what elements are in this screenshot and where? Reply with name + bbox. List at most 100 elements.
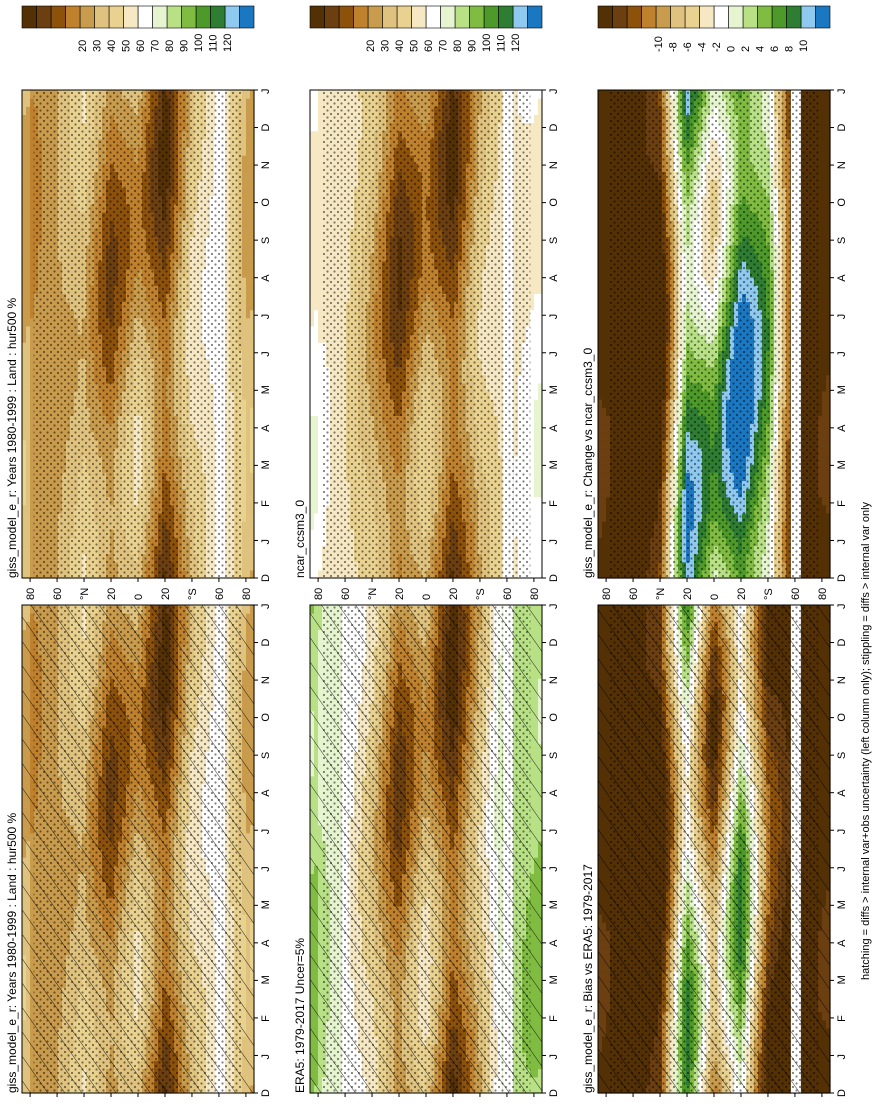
- field-cell: [26, 399, 31, 408]
- field-cell: [22, 545, 27, 554]
- x-tick-label: S: [260, 752, 272, 759]
- field-cell: [26, 326, 31, 335]
- x-tick-label: F: [260, 1015, 272, 1022]
- field-cell: [22, 326, 27, 335]
- field-cell: [26, 228, 31, 237]
- field-cell: [26, 212, 31, 221]
- field-cell: [22, 375, 27, 384]
- field-cell: [22, 171, 27, 180]
- field-cell: [26, 131, 31, 140]
- x-tick-label: A: [260, 939, 272, 947]
- field-cell: [26, 505, 31, 514]
- field-cell: [22, 537, 27, 546]
- field-cell: [22, 155, 27, 164]
- field-cell: [22, 106, 27, 115]
- field-cell: [26, 301, 31, 310]
- x-tick-label: A: [260, 789, 272, 797]
- field-cell: [22, 98, 27, 107]
- field-cell: [26, 204, 31, 213]
- field-cell: [22, 293, 27, 302]
- field-cell: [26, 448, 31, 457]
- field-cell: [26, 318, 31, 327]
- x-tick-label: D: [260, 1089, 272, 1097]
- field-cell: [22, 285, 27, 294]
- field-cell: [22, 472, 27, 481]
- field-cell: [26, 489, 31, 498]
- field-cell: [22, 399, 27, 408]
- field-cell: [26, 464, 31, 473]
- field-cell: [26, 310, 31, 319]
- field-cell: [26, 570, 31, 579]
- field-cell: [26, 285, 31, 294]
- field-cell: [22, 139, 27, 148]
- field-cell: [26, 277, 31, 286]
- field-cell: [26, 245, 31, 254]
- field-cell: [22, 497, 27, 506]
- field-cell: [22, 342, 27, 351]
- field-cell: [22, 513, 27, 522]
- field-cell: [26, 236, 31, 245]
- field-cell: [26, 139, 31, 148]
- field-cell: [26, 163, 31, 172]
- field-cell: [26, 472, 31, 481]
- field-cell: [26, 407, 31, 416]
- field-cell: [26, 367, 31, 376]
- field-cell: [22, 391, 27, 400]
- field-cell: [26, 155, 31, 164]
- x-tick-label: J: [260, 604, 272, 610]
- field-cell: [26, 497, 31, 506]
- field-cell: [22, 253, 27, 262]
- field-cell: [22, 358, 27, 367]
- field-cell: [26, 261, 31, 270]
- field-cell: [22, 310, 27, 319]
- field-cell: [22, 456, 27, 465]
- field-cell: [22, 529, 27, 538]
- field-cell: [26, 358, 31, 367]
- chart-panel: giss_model_e_r: Years 1980-1999 : Land :…: [5, 604, 272, 1103]
- field-cell: [22, 147, 27, 156]
- field-cell: [22, 131, 27, 140]
- field-cell: [26, 179, 31, 188]
- field-cell: [22, 90, 27, 99]
- field-cell: [26, 456, 31, 465]
- field-cell: [26, 293, 31, 302]
- field-cell: [22, 407, 27, 416]
- field-cell: [26, 529, 31, 538]
- field-cell: [26, 220, 31, 229]
- field-cell: [22, 236, 27, 245]
- field-cell: [22, 489, 27, 498]
- field-cell: [26, 90, 31, 99]
- field-cell: [26, 375, 31, 384]
- field-cell: [22, 269, 27, 278]
- field-cell: [22, 554, 27, 563]
- chart-panel: giss_model_e_r: Years 1980-1999 : Land :…: [5, 6, 272, 600]
- field-cell: [22, 204, 27, 213]
- field-cell: [26, 383, 31, 392]
- field-cell: [26, 480, 31, 489]
- field-cell: [26, 415, 31, 424]
- field-cell: [26, 554, 31, 563]
- field-cell: [22, 367, 27, 376]
- field-cell: [26, 521, 31, 530]
- field-cell: [26, 123, 31, 132]
- field-cell: [22, 179, 27, 188]
- field-cell: [26, 196, 31, 205]
- field-cell: [26, 432, 31, 441]
- field-cell: [22, 334, 27, 343]
- field-cell: [22, 277, 27, 286]
- field-cell: [26, 188, 31, 197]
- field-cell: [22, 521, 27, 530]
- field-cell: [26, 513, 31, 522]
- field-cell: [22, 440, 27, 449]
- field-cell: [22, 448, 27, 457]
- x-tick-label: N: [260, 676, 272, 684]
- field-cell: [26, 562, 31, 571]
- field-cell: [22, 464, 27, 473]
- stippling-overlay: [34, 605, 243, 1093]
- field-cell: [26, 114, 31, 123]
- x-tick-label: J: [260, 829, 272, 835]
- field-cell: [26, 269, 31, 278]
- field-cell: [26, 147, 31, 156]
- field-cell: [22, 163, 27, 172]
